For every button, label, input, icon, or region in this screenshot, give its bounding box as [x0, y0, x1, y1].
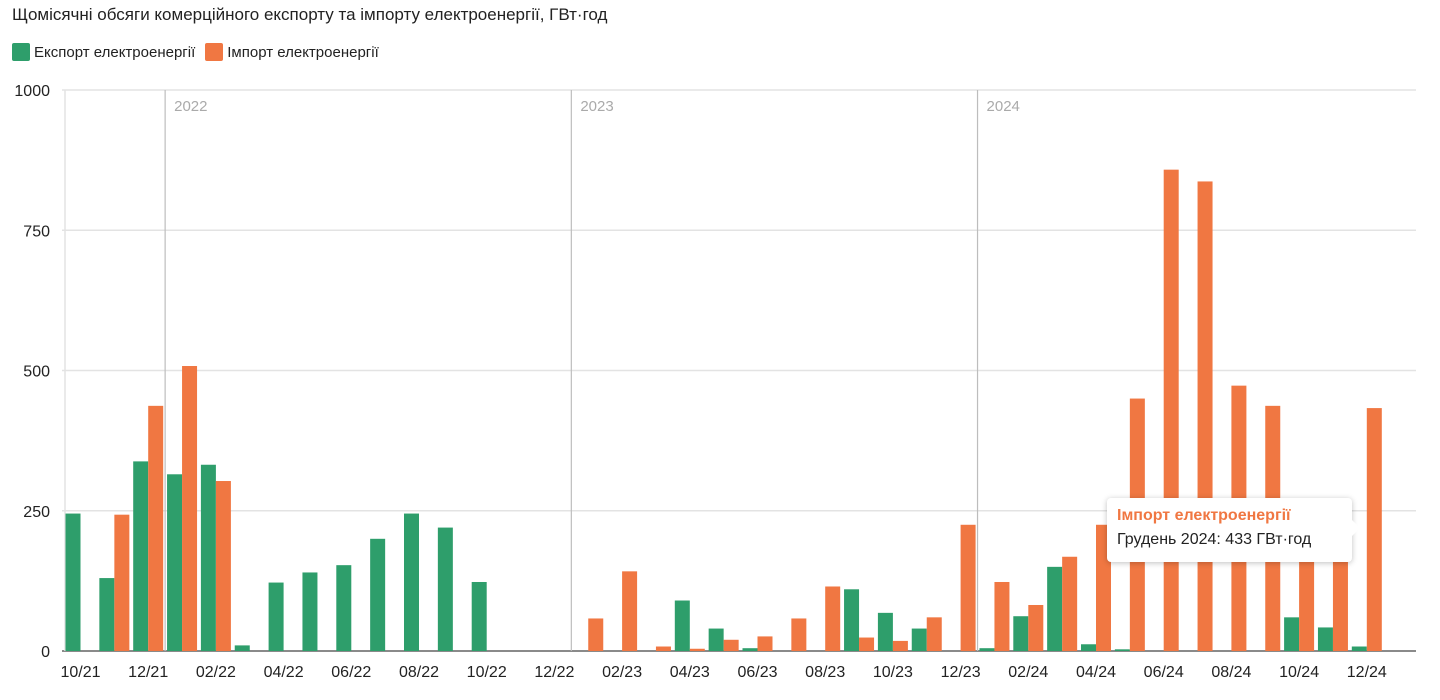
x-tick-label: 12/22: [534, 664, 574, 681]
bar-import: [1028, 604, 1044, 651]
tooltip-arrow: [1352, 520, 1360, 536]
bar-import: [114, 514, 130, 651]
y-tick-label: 1000: [14, 83, 50, 100]
bar-import: [994, 581, 1010, 651]
x-tick-label: 02/23: [602, 664, 642, 681]
x-tick-label: 10/23: [873, 664, 913, 681]
x-tick-label: 06/22: [331, 664, 371, 681]
bar-import: [757, 636, 773, 651]
y-tick-label: 750: [23, 223, 50, 240]
year-marker-label: 2024: [987, 98, 1020, 115]
bar-export: [437, 527, 453, 651]
bar-export: [404, 513, 419, 651]
bar-export: [708, 628, 724, 651]
legend-swatch-import: [205, 43, 224, 61]
legend-swatch-export: [12, 43, 30, 61]
x-tick-label: 06/24: [1144, 664, 1184, 681]
bar-import: [1366, 408, 1382, 651]
bar-import: [689, 648, 705, 651]
year-marker-label: 2023: [580, 98, 613, 115]
bar-import: [1062, 556, 1078, 651]
bar-import: [892, 640, 908, 651]
bar-export: [979, 648, 995, 651]
bar-import: [926, 617, 942, 651]
legend: Експорт електроенергії Імпорт електроене…: [12, 43, 379, 61]
x-tick-label: 06/23: [737, 664, 777, 681]
bar-export: [99, 578, 115, 651]
bar-export: [911, 628, 927, 651]
x-tick-label: 08/22: [399, 664, 439, 681]
x-tick-label: 12/24: [1347, 664, 1387, 681]
x-tick-label: 12/23: [941, 664, 981, 681]
bar-import: [1197, 181, 1213, 651]
legend-label-import: Імпорт електроенергії: [227, 43, 379, 61]
bar-import: [655, 646, 671, 651]
bar-import: [215, 481, 231, 651]
bar-export: [167, 474, 183, 651]
x-tick-label: 10/24: [1279, 664, 1319, 681]
bar-export: [302, 572, 318, 651]
bar-export: [1317, 627, 1333, 651]
x-tick-label: 04/23: [670, 664, 710, 681]
y-tick-label: 250: [23, 504, 50, 521]
bar-export: [1351, 646, 1367, 651]
bar-import: [182, 366, 198, 651]
tooltip: Імпорт електроенергії Грудень 2024: 433 …: [1107, 498, 1360, 562]
x-tick-label: 10/21: [60, 664, 100, 681]
x-tick-label: 02/22: [196, 664, 236, 681]
legend-item-export[interactable]: Експорт електроенергії: [12, 43, 195, 61]
bar-import: [825, 586, 841, 651]
bar-export: [742, 648, 758, 651]
bar-export: [674, 600, 690, 651]
bar-export: [268, 582, 284, 651]
bar-export: [471, 581, 487, 651]
bar-export: [1047, 566, 1063, 651]
x-tick-label: 04/22: [264, 664, 304, 681]
x-tick-label: 04/24: [1076, 664, 1116, 681]
bar-import: [723, 639, 739, 651]
x-tick-label: 08/24: [1211, 664, 1251, 681]
legend-item-import[interactable]: Імпорт електроенергії: [205, 43, 379, 61]
bar-export: [336, 565, 352, 651]
x-tick-label: 02/24: [1008, 664, 1048, 681]
bar-import: [960, 524, 976, 651]
bar-export: [65, 513, 81, 651]
bar-import: [791, 618, 807, 651]
x-tick-label: 12/21: [128, 664, 168, 681]
year-marker-label: 2022: [174, 98, 207, 115]
bar-export: [1013, 616, 1029, 651]
legend-label-export: Експорт електроенергії: [34, 43, 196, 61]
x-tick-label: 10/22: [467, 664, 507, 681]
bar-export: [133, 461, 149, 651]
bar-import: [588, 618, 604, 651]
bar-export: [370, 538, 386, 651]
bar-export: [200, 464, 216, 651]
bar-import: [622, 571, 638, 651]
chart-title: Щомісячні обсяги комерційного експорту т…: [12, 5, 608, 24]
bar-import: [148, 405, 164, 651]
y-tick-label: 0: [41, 644, 50, 661]
bar-export: [1284, 617, 1300, 651]
bar-export: [1114, 649, 1130, 651]
tooltip-series-name: Імпорт електроенергії: [1117, 507, 1291, 524]
x-tick-label: 08/23: [805, 664, 845, 681]
tooltip-value: Грудень 2024: 433 ГВт·год: [1117, 531, 1312, 548]
bar-export: [844, 589, 860, 651]
bar-import: [1163, 169, 1179, 652]
bar-import: [1332, 556, 1348, 651]
bar-export: [877, 612, 893, 651]
bar-export: [234, 645, 250, 651]
bar-import: [859, 637, 875, 651]
bar-export: [1081, 644, 1096, 651]
bar-import: [1299, 556, 1315, 651]
y-tick-label: 500: [23, 364, 50, 381]
